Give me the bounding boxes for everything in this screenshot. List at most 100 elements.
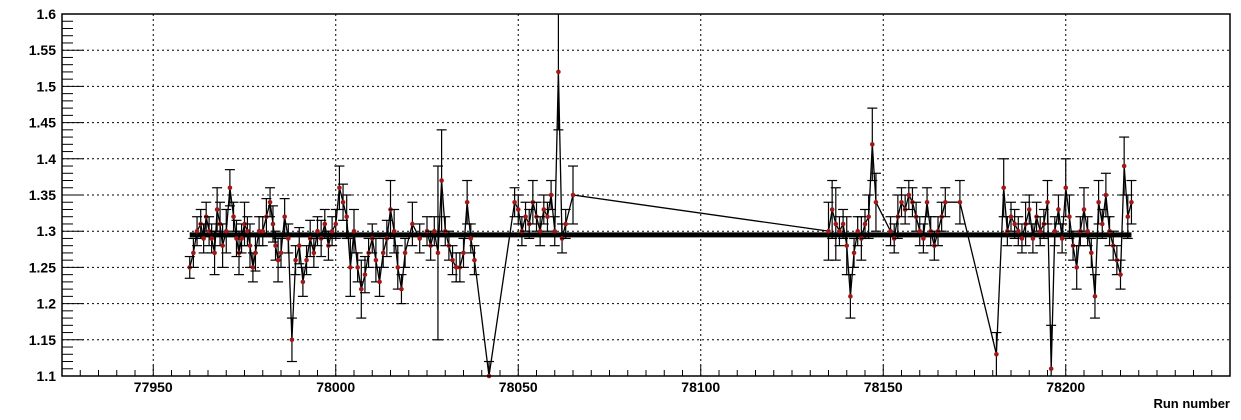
data-marker (417, 236, 423, 241)
data-marker (1129, 199, 1134, 205)
data-marker (1059, 236, 1065, 241)
data-marker (1081, 207, 1087, 212)
data-point (469, 245, 480, 276)
data-marker (917, 228, 923, 234)
data-point (447, 245, 458, 276)
data-marker (1056, 207, 1061, 212)
data-point (319, 208, 330, 240)
data-point (276, 237, 286, 268)
x-tick-label: 78200 (1046, 379, 1085, 395)
data-point (204, 216, 215, 247)
data-marker (461, 250, 466, 256)
data-point (334, 165, 345, 211)
x-axis-label: Run number (1153, 396, 1230, 411)
data-marker (921, 236, 926, 241)
data-marker (545, 214, 550, 220)
data-marker (377, 279, 382, 285)
data-marker (541, 207, 547, 212)
data-marker (1125, 214, 1131, 220)
data-marker (351, 228, 357, 234)
data-point (349, 208, 359, 254)
data-marker (194, 228, 200, 234)
data-marker (344, 214, 350, 220)
data-marker (212, 250, 217, 256)
y-tick-label: 1.45 (29, 115, 56, 131)
data-marker (322, 221, 328, 227)
data-marker (373, 257, 379, 263)
data-point (1082, 216, 1093, 247)
data-point (267, 205, 278, 243)
data-point (940, 187, 951, 218)
data-point (863, 194, 874, 240)
data-marker (245, 228, 250, 234)
data-marker (1121, 163, 1127, 169)
data-marker (201, 236, 206, 241)
data-point (991, 331, 1002, 376)
data-marker (206, 228, 212, 234)
axes-layer: 1.1 1.15 1.2 1.25 1.3 1.35 1.4 1.45 1.5 1.55 1.6 77… (29, 6, 1231, 395)
y-tick-label: 1.3 (37, 223, 57, 239)
data-marker (278, 250, 284, 256)
data-marker (247, 243, 253, 248)
data-marker (563, 221, 568, 227)
data-marker (453, 265, 459, 270)
data-point (841, 216, 852, 276)
data-marker (410, 221, 415, 227)
data-point (327, 216, 338, 247)
data-marker (837, 228, 842, 234)
data-point (231, 219, 242, 258)
data-marker (242, 221, 247, 227)
data-point (568, 165, 578, 225)
data-point (242, 216, 253, 247)
data-marker (293, 257, 298, 263)
data-marker (1085, 228, 1090, 234)
data-marker (906, 192, 912, 198)
data-marker (380, 250, 386, 256)
data-point (1009, 208, 1020, 240)
y-tick-label: 1.5 (37, 78, 57, 94)
data-marker (1103, 192, 1109, 198)
data-marker (214, 207, 220, 212)
data-marker (523, 214, 528, 220)
data-marker (552, 228, 558, 234)
data-point (414, 223, 425, 254)
data-point (954, 179, 965, 225)
data-marker (472, 257, 477, 263)
data-marker (282, 214, 287, 220)
data-marker (223, 228, 229, 234)
data-marker (1008, 214, 1014, 220)
data-point (998, 158, 1009, 218)
data-marker (1074, 265, 1079, 270)
data-marker (362, 272, 368, 277)
data-point (1119, 136, 1130, 196)
data-marker (1118, 272, 1123, 277)
data-marker (515, 207, 521, 212)
data-point (1122, 194, 1133, 240)
data-marker (311, 250, 317, 256)
data-marker (1012, 221, 1017, 227)
data-marker (943, 199, 948, 205)
y-tick-label: 1.2 (37, 296, 57, 312)
data-point (918, 223, 929, 254)
data-point (922, 187, 933, 218)
data-point (359, 255, 370, 294)
data-point (1042, 179, 1053, 225)
data-marker (1048, 366, 1054, 372)
data-marker (333, 221, 339, 227)
data-marker (402, 250, 408, 256)
data-marker (537, 228, 543, 234)
data-point (830, 187, 841, 261)
data-marker (275, 257, 281, 263)
data-marker (329, 228, 335, 234)
data-marker (899, 199, 904, 205)
data-marker (512, 199, 517, 205)
data-point (221, 208, 232, 254)
data-marker (234, 236, 239, 241)
data-point (870, 172, 881, 232)
data-point (400, 237, 411, 268)
data-point (286, 317, 297, 363)
data-marker (270, 221, 276, 227)
data-marker (253, 250, 258, 256)
y-tick-label: 1.25 (29, 259, 56, 275)
